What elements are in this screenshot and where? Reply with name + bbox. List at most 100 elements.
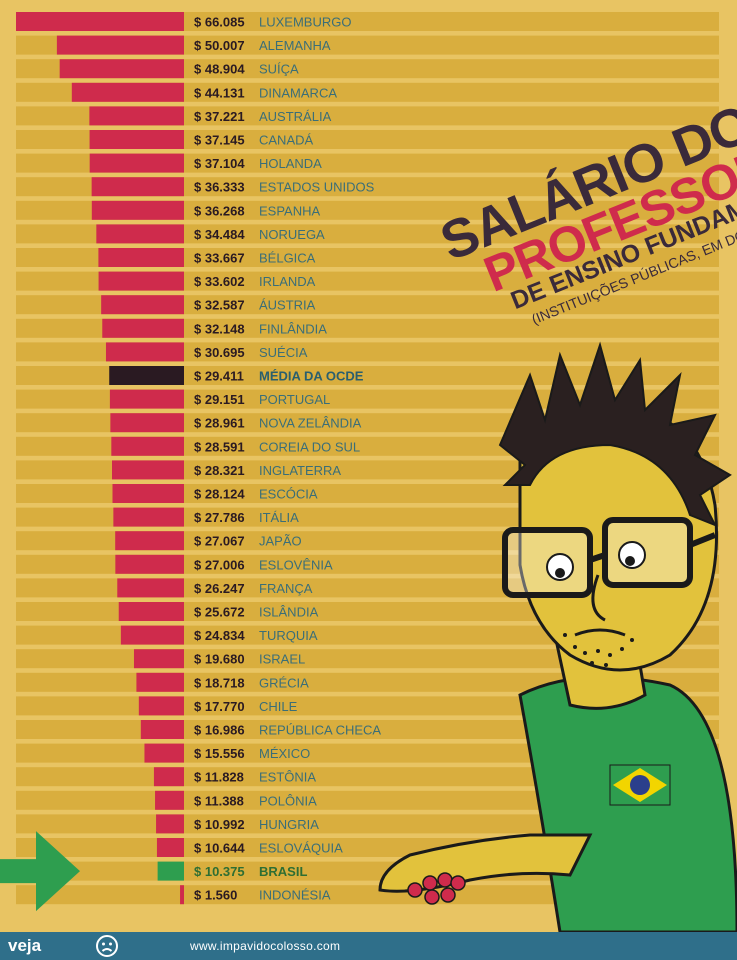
value-label: $ 11.388 (194, 793, 244, 808)
category-label: CANADÁ (259, 133, 314, 148)
bar-track (16, 59, 719, 79)
value-label: $ 28.591 (194, 439, 245, 454)
bar-track (16, 295, 719, 315)
bar-21 (113, 507, 184, 527)
category-label: NORUEGA (259, 227, 325, 242)
footer-website: www.impavidocolosso.com (190, 939, 341, 953)
category-label: INGLATERRA (259, 463, 341, 478)
category-label: MÉXICO (259, 746, 310, 761)
bar-23 (115, 554, 184, 574)
bar-22 (115, 531, 184, 551)
bar-track (16, 885, 719, 905)
bar-24 (117, 578, 184, 598)
bar-8 (91, 200, 184, 220)
value-label: $ 11.828 (194, 770, 244, 785)
category-label: TURQUIA (259, 628, 318, 643)
value-label: $ 27.067 (194, 534, 245, 549)
value-label: $ 10.644 (194, 841, 245, 856)
category-label: HUNGRIA (259, 817, 319, 832)
value-label: $ 29.151 (194, 392, 245, 407)
bar-11 (98, 271, 184, 291)
bar-15 (109, 366, 184, 385)
value-label: $ 66.085 (194, 15, 245, 30)
category-label: FINLÂNDIA (259, 321, 327, 336)
value-label: $ 28.124 (194, 487, 245, 502)
bar-track (16, 271, 719, 291)
category-label: DINAMARCA (259, 85, 337, 100)
value-label: $ 36.333 (194, 180, 245, 195)
value-label: $ 10.992 (194, 817, 245, 832)
bar-9 (96, 224, 184, 244)
value-label: $ 37.104 (194, 156, 245, 171)
category-label: LUXEMBURGO (259, 15, 351, 30)
bar-6 (89, 153, 184, 173)
arrow-right-icon (0, 831, 80, 912)
bar-17 (110, 413, 184, 433)
bar-3 (71, 82, 184, 102)
bar-track (16, 389, 719, 409)
bar-10 (98, 248, 184, 267)
category-label: IRLANDA (259, 274, 316, 289)
category-label: REPÚBLICA CHECA (259, 723, 381, 738)
category-label: BÉLGICA (259, 251, 316, 266)
bar-track (16, 82, 719, 102)
category-label: ESLOVÁQUIA (259, 841, 343, 856)
category-label: HOLANDA (259, 156, 322, 171)
bar-track (16, 248, 719, 267)
bar-13 (102, 318, 184, 338)
bar-4 (89, 106, 184, 126)
value-label: $ 25.672 (194, 605, 245, 620)
value-label: $ 37.221 (194, 109, 245, 124)
bar-track (16, 342, 719, 362)
value-label: $ 18.718 (194, 675, 245, 690)
category-label: ISLÂNDIA (259, 605, 319, 620)
value-label: $ 26.247 (194, 581, 245, 596)
value-label: $ 30.695 (194, 345, 245, 360)
teacher-illustration (378, 341, 737, 932)
category-label: MÉDIA DA OCDE (259, 369, 364, 384)
bar-track (16, 366, 719, 385)
bar-36 (157, 861, 184, 881)
bar-31 (144, 743, 184, 763)
category-label: ISRAEL (259, 652, 305, 667)
category-label: JAPÃO (259, 534, 302, 549)
bar-1 (56, 35, 184, 55)
value-label: $ 1.560 (194, 888, 237, 903)
bar-18 (111, 436, 184, 456)
bar-track (16, 625, 719, 645)
category-label: ESCÓCIA (259, 487, 318, 502)
value-label: $ 50.007 (194, 38, 245, 53)
footer-brand: veja (8, 936, 42, 955)
bar-track (16, 153, 719, 173)
value-label: $ 19.680 (194, 652, 245, 667)
value-label: $ 29.411 (194, 369, 244, 384)
value-label: $ 36.268 (194, 203, 245, 218)
value-label: $ 33.667 (194, 251, 245, 266)
value-label: $ 28.961 (194, 416, 245, 431)
bar-29 (138, 696, 184, 716)
category-label: FRANÇA (259, 581, 313, 596)
value-label: $ 10.375 (194, 864, 245, 879)
bar-track (16, 649, 719, 669)
bar-37 (180, 885, 184, 905)
bar-16 (109, 389, 184, 409)
category-label: COREIA DO SUL (259, 439, 360, 454)
footer-bar: veja www.impavidocolosso.com (0, 932, 737, 960)
value-label: $ 24.834 (194, 628, 245, 643)
category-label: CHILE (259, 699, 298, 714)
value-label: $ 32.148 (194, 321, 245, 336)
value-label: $ 28.321 (194, 463, 245, 478)
category-label: ESLOVÊNIA (259, 557, 333, 572)
bar-20 (112, 484, 184, 503)
bar-35 (156, 838, 184, 857)
bar-track (16, 35, 719, 55)
category-label: BRASIL (259, 864, 307, 879)
value-label: $ 34.484 (194, 227, 245, 242)
value-label: $ 27.006 (194, 557, 245, 572)
value-label: $ 32.587 (194, 298, 245, 313)
value-label: $ 17.770 (194, 699, 245, 714)
value-label: $ 44.131 (194, 85, 245, 100)
bar-track (16, 224, 719, 244)
category-label: SUÍÇA (259, 62, 299, 77)
category-label: ÁUSTRIA (259, 298, 316, 313)
